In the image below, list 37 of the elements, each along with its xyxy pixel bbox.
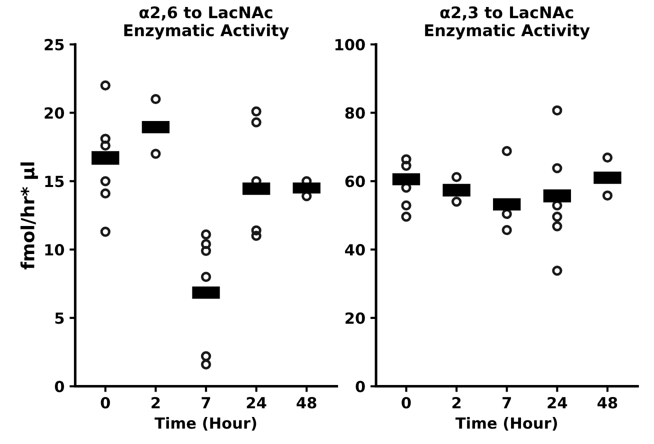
bar: [493, 198, 521, 211]
x-tick-label: 48: [598, 396, 618, 409]
chart-title: α2,3 to LacNAc Enzymatic Activity: [425, 6, 590, 40]
chart-title: α2,6 to LacNAc Enzymatic Activity: [124, 6, 289, 40]
y-tick-label: 20: [44, 107, 64, 119]
x-tick-label: 0: [100, 396, 110, 409]
y-tick-label: 20: [346, 312, 365, 324]
x-tick-label: 7: [502, 397, 511, 408]
bar: [594, 172, 622, 184]
x-tick-label: 7: [202, 397, 210, 408]
y-tick-label: 60: [345, 176, 365, 188]
y-tick-label: 0: [356, 380, 365, 392]
x-tick-label: 24: [246, 396, 266, 408]
bar: [92, 151, 120, 165]
bar: [392, 173, 420, 186]
x-tick-label: 0: [402, 396, 411, 409]
x-tick-label: 24: [548, 396, 568, 408]
bar: [192, 286, 220, 299]
x-tick-label: 48: [296, 396, 316, 409]
x-axis-title: Time (Hour): [154, 417, 256, 431]
y-tick-label: 10: [45, 244, 64, 256]
y-tick-label: 40: [345, 244, 365, 256]
bar: [543, 189, 571, 202]
y-tick-label: 5: [55, 312, 64, 324]
y-tick-label: 0: [54, 380, 64, 392]
bar: [292, 182, 320, 194]
y-tick-label: 15: [45, 176, 64, 188]
x-axis-title: Time (Hour): [455, 417, 557, 431]
bar: [442, 184, 470, 197]
bar: [142, 120, 170, 134]
y-tick-label: 80: [345, 107, 365, 119]
y-tick-label: 25: [44, 38, 64, 50]
bar: [242, 182, 270, 195]
x-tick-label: 2: [152, 396, 160, 408]
y-axis-title: fmol/hr* µl: [20, 162, 38, 270]
y-tick-label: 100: [335, 38, 365, 50]
x-tick-label: 2: [452, 396, 461, 408]
